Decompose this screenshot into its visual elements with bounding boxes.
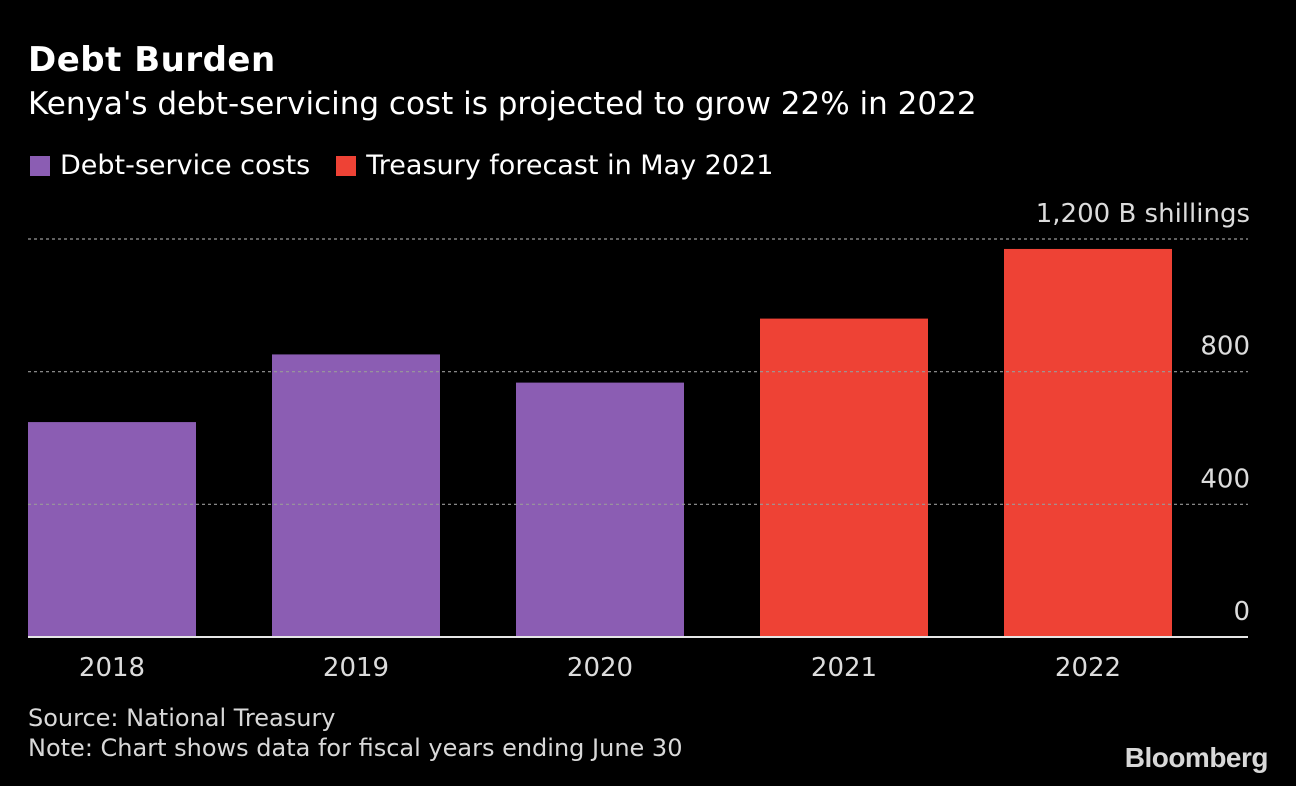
x-tick-label-2021: 2021 [811,653,877,683]
bar-2022 [1004,248,1172,637]
bar-2021 [760,318,928,637]
chart-subtitle: Kenya's debt-servicing cost is projected… [28,86,977,122]
y-tick-label-800: 800 [1200,332,1250,362]
legend-item-treasury-forecast: Treasury forecast in May 2021 [336,150,773,181]
legend-label-debt-service: Debt-service costs [60,150,311,181]
x-tick-label-2018: 2018 [79,653,145,683]
x-tick-label-2020: 2020 [567,653,633,683]
y-tick-label-400: 400 [1200,464,1250,494]
x-tick-label-2022: 2022 [1055,653,1121,683]
legend-item-debt-service: Debt-service costs [30,150,310,181]
legend-label-treasury-forecast: Treasury forecast in May 2021 [366,150,774,181]
legend-swatch-debt-service [30,155,50,176]
bar-2018 [28,422,196,637]
bloomberg-logo: Bloomberg [1124,742,1269,773]
footnote: Note: Chart shows data for fiscal years … [28,734,683,762]
legend-swatch-treasury-forecast [336,155,357,176]
chart-legend: Debt-service costs Treasury forecast in … [30,150,799,181]
y-tick-label-0: 0 [1233,597,1250,627]
bars [28,248,1172,637]
source-note: Source: National Treasury [28,704,336,732]
gridlines [28,238,1248,505]
axes: 2018 2019 2020 2021 2022 0 400 800 1,200 B shill… [28,199,1250,683]
chart-title: Debt Burden [28,40,276,80]
y-tick-label-1200: 1,200 B shillings [1036,199,1250,229]
x-tick-label-2019: 2019 [323,653,389,683]
bar-2020 [516,382,684,637]
bar-2019 [272,354,440,637]
